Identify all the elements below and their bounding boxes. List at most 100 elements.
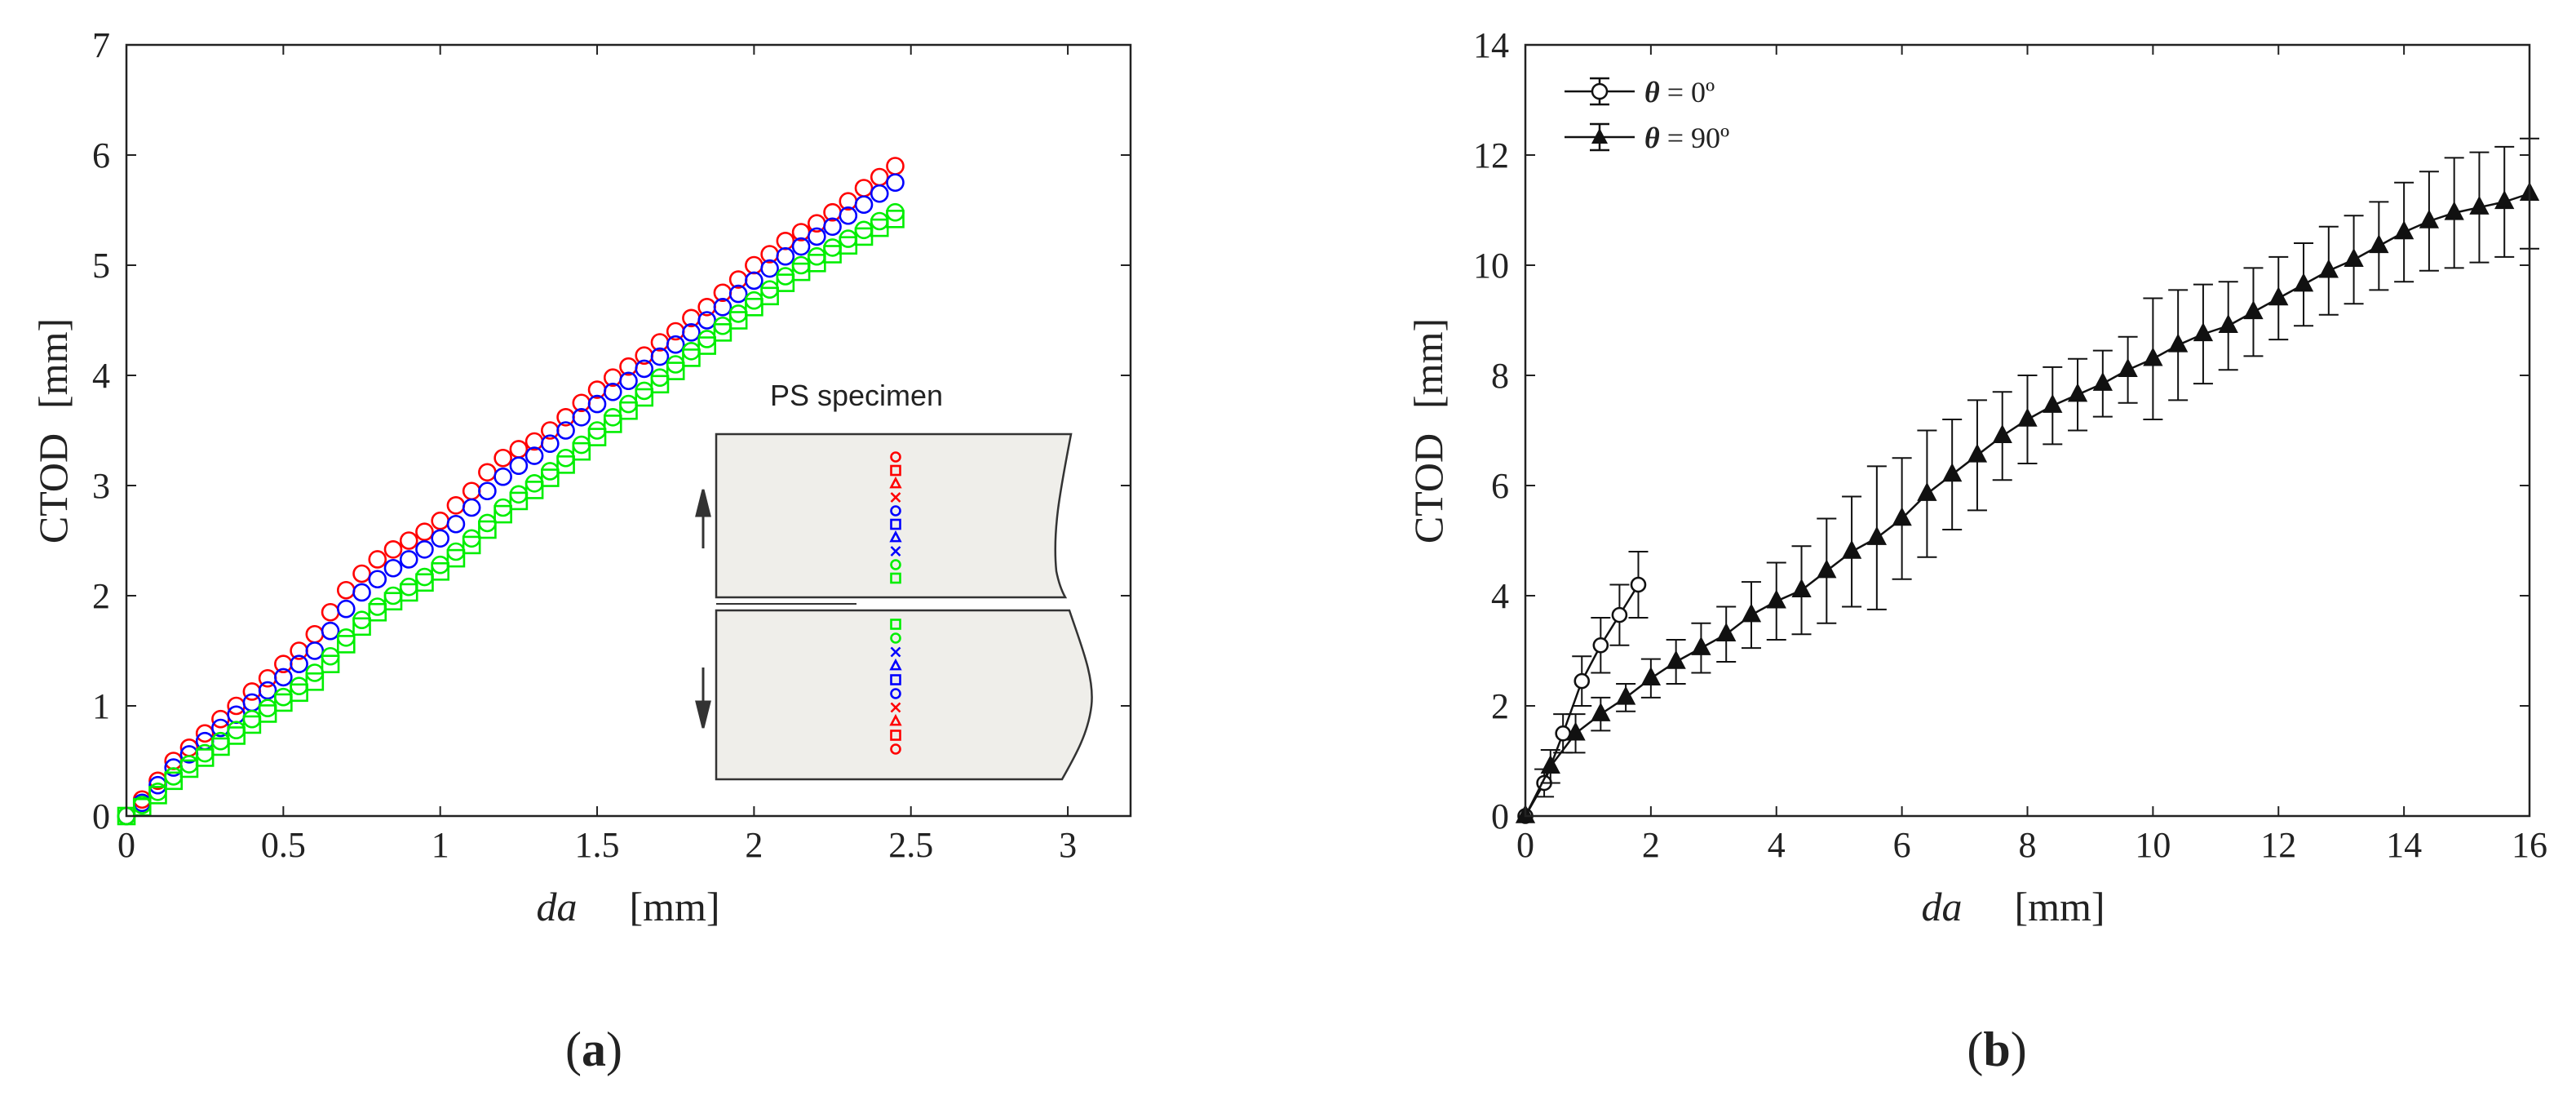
- a-data-point: [556, 448, 575, 468]
- a-data-point: [886, 157, 905, 175]
- b-x-tick-label: 4: [1768, 825, 1786, 865]
- a-data-point: [728, 311, 748, 330]
- a-data-point: [619, 401, 638, 420]
- a-data-point: [336, 599, 356, 619]
- a-data-point: [148, 786, 167, 805]
- a-y-label-unit: [mm]: [30, 318, 76, 409]
- b-data-point: [2017, 407, 2038, 427]
- b-y-tick-label: 14: [1473, 25, 1509, 65]
- b-y-tick-label: 12: [1473, 135, 1509, 175]
- legend-1-symbol: θ: [1644, 122, 1660, 154]
- a-data-point: [446, 542, 466, 561]
- a-data-point: [697, 330, 716, 348]
- a-data-point: [195, 743, 215, 763]
- a-data-point: [524, 473, 544, 493]
- b-x-tick-labels: 0 2 4 6 8 10 12 14 16: [1516, 825, 2547, 865]
- b-data-point: [2243, 300, 2264, 320]
- a-data-point: [431, 511, 449, 530]
- a-series-1: [117, 173, 905, 826]
- a-data-point: [462, 535, 481, 555]
- b-data-point: [2344, 247, 2364, 268]
- b-data-point: [2369, 234, 2389, 254]
- a-data-point: [603, 415, 622, 433]
- a-y-label: CTOD [mm]: [30, 318, 76, 543]
- a-x-tick-label: 0.5: [261, 825, 306, 865]
- a-x-tick-label: 2: [745, 825, 763, 865]
- specimen-lower-half: [715, 609, 1093, 781]
- a-data-point: [290, 683, 308, 703]
- a-data-point: [666, 355, 685, 374]
- a-x-tick-label: 1.5: [575, 825, 620, 865]
- a-data-point: [290, 654, 308, 674]
- a-y-tick-label: 4: [92, 356, 110, 396]
- b-data-point: [2268, 286, 2289, 306]
- a-data-point: [509, 456, 529, 476]
- a-data-point: [478, 463, 497, 482]
- inset-legend-marker: [890, 646, 901, 658]
- inset-legend-marker: [890, 572, 901, 584]
- a-series-3: [117, 209, 905, 826]
- a-data-point: [446, 495, 466, 515]
- inset-legend-marker: [890, 559, 901, 570]
- b-x-tick-label: 8: [2019, 825, 2037, 865]
- a-data-point: [823, 217, 842, 237]
- a-data-point: [682, 323, 701, 342]
- b-data-point: [1592, 636, 1609, 654]
- b-data-point: [2193, 322, 2214, 342]
- a-data-point: [211, 737, 230, 756]
- a-data-point: [179, 755, 199, 774]
- a-data-point: [242, 715, 262, 734]
- b-y-label-var: CTOD: [1405, 433, 1451, 543]
- b-data-point: [1615, 685, 1636, 705]
- legend-1-label: = 90º: [1660, 122, 1729, 154]
- a-data-point: [431, 555, 449, 574]
- b-y-tick-labels: 0 2 4 6 8 10 12 14: [1473, 25, 1509, 836]
- a-data-point: [509, 485, 529, 504]
- b-series-0: [1517, 551, 1649, 824]
- inset-legend-marker: [889, 658, 902, 671]
- a-data-point: [399, 531, 418, 550]
- a-data-point: [587, 421, 607, 440]
- b-x-tick-label: 0: [1516, 825, 1534, 865]
- b-data-point: [1942, 463, 1963, 482]
- a-y-tick-label: 2: [92, 576, 110, 616]
- a-data-point: [854, 220, 874, 240]
- a-data-point: [682, 348, 701, 367]
- svg-text:θ = 0º: θ = 0º: [1644, 76, 1715, 109]
- a-data-point: [258, 699, 277, 718]
- b-y-tick-label: 4: [1491, 576, 1509, 616]
- b-y-label: CTOD [mm]: [1405, 318, 1451, 543]
- b-data-point: [1992, 424, 2012, 444]
- a-data-point: [446, 548, 466, 568]
- b-x-tick-label: 6: [1893, 825, 1911, 865]
- b-data-point: [1573, 672, 1591, 690]
- b-data-point: [2469, 195, 2490, 215]
- a-data-point: [666, 361, 685, 380]
- a-data-point: [321, 621, 340, 641]
- a-data-point: [462, 529, 481, 548]
- inset-legend-marker: [890, 619, 901, 630]
- a-data-point: [713, 297, 733, 317]
- b-x-label: da [mm]: [1921, 884, 2105, 929]
- a-data-point: [383, 586, 403, 605]
- a-data-point: [258, 704, 277, 723]
- a-data-point: [791, 237, 811, 256]
- legend-entry-theta-90: θ = 90º: [1565, 122, 1729, 154]
- a-data-point: [760, 259, 779, 278]
- a-y-tick-labels: 0 1 2 3 4 5 6 7: [92, 25, 110, 836]
- svg-text:CTOD[mm]: CTOD [mm]: [30, 318, 76, 543]
- a-data-point: [808, 227, 826, 246]
- inset-title: PS specimen: [770, 379, 943, 412]
- a-data-point: [697, 336, 716, 355]
- a-data-point: [745, 255, 764, 275]
- a-data-point: [415, 573, 434, 592]
- a-data-point: [368, 550, 387, 569]
- b-x-tick-label: 12: [2260, 825, 2296, 865]
- a-y-label-var: CTOD: [30, 433, 76, 543]
- legend-0-symbol: θ: [1644, 76, 1660, 109]
- load-arrow-up: [695, 489, 711, 548]
- a-data-point: [886, 173, 905, 193]
- a-data-point: [242, 709, 262, 729]
- load-arrow-down: [695, 668, 711, 729]
- a-data-point: [494, 448, 512, 468]
